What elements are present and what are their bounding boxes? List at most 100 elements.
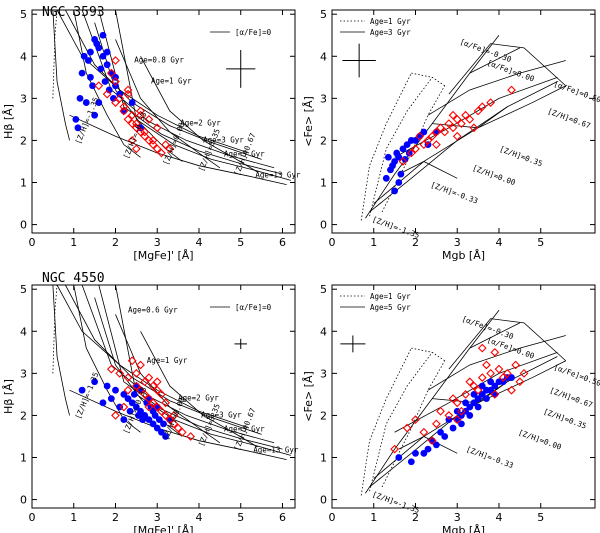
panel-title: NGC 4550 [42,271,105,286]
x-tick-label: 4 [495,511,502,524]
data-point-red [452,131,462,141]
data-point-red [165,415,175,425]
model-young-grid-line [411,72,445,87]
plot-area [360,310,567,496]
grid-label: Age=5 Gyr [224,149,265,158]
data-point-red [448,123,458,133]
data-point-blue [389,162,396,170]
plot-area [52,10,291,186]
data-point-blue [458,420,465,428]
data-point-blue [149,407,157,415]
data-point-blue [491,382,499,390]
x-axis-title: [MgFe]' [Å] [133,249,193,262]
model-grid-line [432,381,508,404]
data-point-blue [420,128,428,136]
grid-label: Age=2 Gyr [180,119,221,128]
data-point-blue [128,399,136,407]
model-age-line [115,285,291,456]
data-point-red [136,110,145,120]
legend-label: Age=1 Gyr [370,17,411,26]
y-tick-label: 5 [20,8,27,21]
x-tick-label: 0 [329,511,336,524]
x-tick-label: 2 [412,236,419,249]
grid-label: Age=13 Gyr [255,170,301,179]
model-grid-line [448,43,567,95]
data-point-red [448,110,458,120]
data-point-red [157,148,166,158]
data-point-red [431,127,441,137]
data-point-red [519,368,529,378]
grid-label: Age=0.6 Gyr [128,305,178,314]
grid-label: [Z/H]=-1.35 [371,215,421,240]
data-point-red [498,373,508,382]
x-tick-label: 0 [29,511,36,524]
data-point-red [106,68,116,78]
x-tick-label: 1 [370,236,377,249]
grid-label: [Z/H]=-1.35 [74,371,101,420]
data-point-blue [99,399,107,407]
model-metallicity-line [115,39,221,169]
model-grid-line [394,351,558,433]
y-tick-label: 4 [20,50,27,63]
data-point-red [411,144,420,154]
data-point-blue [130,390,138,398]
data-point-red [148,381,158,391]
data-point-red [131,381,141,391]
data-point-red [140,390,150,399]
data-point-red [461,110,470,120]
data-point-red [148,136,158,145]
data-point-blue [384,153,392,161]
grid-label: [Z/H]=-0.33 [429,180,479,205]
data-point-red [477,102,487,112]
data-point-red [148,140,158,150]
y-tick-label: 1 [20,177,27,190]
data-point-red [111,411,120,420]
data-point-red [111,77,120,86]
model-young-grid-line [360,347,412,496]
data-point-blue [487,378,495,386]
data-point-red [465,115,475,124]
model-metallicity-line [115,314,221,444]
data-point-blue [103,48,111,56]
grid-label: Age=1 Gyr [147,356,188,365]
legend-label: Age=3 Gyr [370,28,411,37]
data-point-red [152,385,162,395]
y-axis-title: Hβ [Å] [2,379,15,414]
y-tick-label: 4 [320,325,327,338]
data-point-red [398,157,408,166]
data-point-blue [91,111,99,119]
y-tick-label: 1 [20,452,27,465]
data-point-blue [84,57,92,64]
model-grid-line [469,322,521,349]
y-tick-label: 2 [320,134,327,147]
y-axis-title: Hβ [Å] [2,104,15,139]
data-point-red [406,148,416,158]
panel-ngc3593-fe-vs-mgb: 0 1 2 3 4 5 0 1 2 3 4 5 Mgb [Å] <Fe> [Å] [α/Fe]=-0.30 [… [302,8,600,262]
legend-label: Age=1 Gyr [370,292,411,301]
data-point-blue [155,416,163,424]
data-point-red [444,411,454,420]
grid-label: [Z/H]=0.35 [197,128,222,173]
data-point-red [148,398,158,408]
model-young-grid-line [369,77,433,217]
grid-label: [Z/H]=0.35 [197,403,222,448]
data-point-red [482,360,491,370]
plot-frame [31,284,296,509]
model-age-line [98,10,283,175]
data-point-blue [139,416,147,424]
data-point-red [427,131,437,141]
data-point-red [477,343,487,353]
data-point-red [511,360,521,370]
plot-frame [331,9,596,234]
data-point-red [411,415,420,425]
data-point-red [186,432,196,441]
plot-area [360,35,567,221]
data-point-blue [120,390,128,398]
x-tick-label: 3 [454,236,461,249]
grid-label: [α/Fe]=0.50 [553,79,600,105]
data-point-blue [80,52,88,60]
data-point-red [94,81,104,91]
x-tick-label: 1 [70,236,77,249]
data-point-blue [466,412,474,419]
